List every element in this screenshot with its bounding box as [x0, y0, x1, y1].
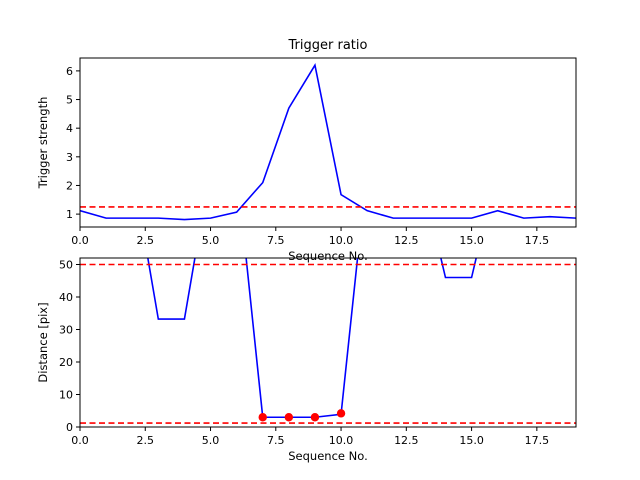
x-axis-label: Sequence No. [288, 249, 367, 263]
series-line [80, 62, 576, 221]
y-tick-label: 5 [66, 94, 73, 107]
x-tick-label: 0.0 [71, 434, 89, 447]
axes-frame [79, 257, 577, 428]
y-tick-label: 50 [59, 259, 73, 272]
y-axis-label: Distance [pix] [36, 302, 50, 382]
data-point [310, 413, 320, 422]
axes-frame [79, 57, 577, 228]
x-tick-label: 2.5 [137, 234, 155, 247]
data-point [336, 409, 346, 418]
y-axis-label: Trigger strength [36, 97, 50, 190]
chart-1: 0.0 2.5 5.0 7.5 10.0 12.5 15.0 17.5 1 2 3 4 5 6 Trigge… [36, 38, 577, 263]
y-tick-label: 4 [66, 122, 73, 135]
x-tick-label: 5.0 [202, 234, 220, 247]
y-tick-label: 2 [66, 179, 73, 192]
x-tick-label: 17.5 [525, 234, 550, 247]
y-tick-label: 0 [66, 421, 73, 434]
chart-2: 0.0 2.5 5.0 7.5 10.0 12.5 15.0 17.5 0 10 20 30 40 50 S… [36, 257, 577, 463]
series-line [147, 258, 478, 419]
x-tick-label: 0.0 [71, 234, 89, 247]
x-tick-label: 15.0 [459, 434, 484, 447]
y-tick-label: 20 [59, 356, 73, 369]
x-tick-label: 7.5 [267, 434, 285, 447]
x-tick-label: 7.5 [267, 234, 285, 247]
y-tick-label: 40 [59, 291, 73, 304]
plot-area [80, 62, 576, 221]
chart-title: Trigger ratio [288, 38, 368, 53]
x-tick-label: 2.5 [137, 434, 155, 447]
x-tick-label: 5.0 [202, 434, 220, 447]
y-tick-label: 1 [66, 208, 73, 221]
x-tick-label: 12.5 [394, 434, 419, 447]
x-tick-label: 12.5 [394, 234, 419, 247]
y-tick-label: 6 [66, 65, 73, 78]
x-tick-label: 17.5 [525, 434, 550, 447]
plot-area [80, 258, 576, 424]
x-tick-label: 10.0 [329, 234, 354, 247]
x-tick-label: 10.0 [329, 434, 354, 447]
data-point [258, 413, 267, 422]
data-point [284, 413, 294, 422]
x-tick-label: 15.0 [459, 234, 484, 247]
x-axis-label: Sequence No. [288, 449, 367, 463]
y-tick-label: 10 [59, 389, 73, 402]
y-tick-label: 30 [59, 324, 73, 337]
y-tick-label: 3 [66, 151, 73, 164]
